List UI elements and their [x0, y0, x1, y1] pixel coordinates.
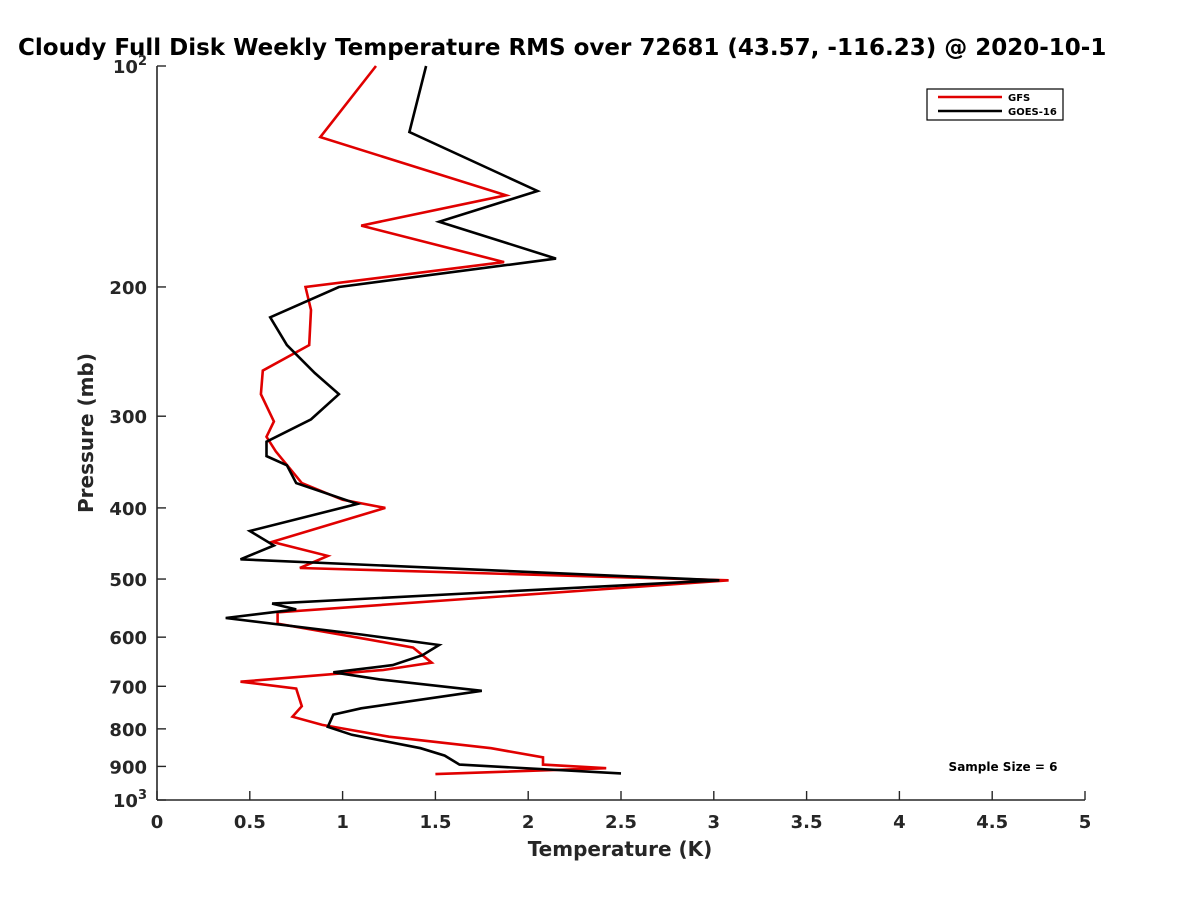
y-tick-label: 200: [109, 278, 147, 299]
chart-title: Cloudy Full Disk Weekly Temperature RMS …: [18, 35, 1106, 61]
y-axis-label: Pressure (mb): [74, 353, 98, 513]
x-tick-label: 3: [708, 812, 721, 833]
x-tick-label: 5: [1079, 812, 1092, 833]
legend-box: [926, 88, 1064, 121]
x-tick-label: 2: [522, 812, 535, 833]
x-tick-label: 3.5: [791, 812, 823, 833]
legend: GFS GOES-16: [926, 88, 1064, 121]
series-line-goes16: [225, 65, 720, 775]
y-tick-label: 600: [109, 628, 147, 649]
y-tick-label: 400: [109, 499, 147, 520]
x-tick-label: 4: [893, 812, 906, 833]
legend-label-gfs: GFS: [1008, 93, 1030, 104]
x-tick-label: 0: [151, 812, 164, 833]
x-tick-label: 0.5: [234, 812, 266, 833]
legend-label-goes16: GOES-16: [1008, 107, 1057, 118]
y-tick-label: 500: [109, 570, 147, 591]
y-tick-label: 800: [109, 720, 147, 741]
x-tick-label: 4.5: [976, 812, 1008, 833]
y-tick-label: 103: [113, 788, 147, 812]
sample-size-annotation: Sample Size = 6: [949, 760, 1058, 774]
x-axis-label: Temperature (K): [528, 837, 713, 861]
y-tick-label: 102: [113, 54, 147, 78]
y-tick-label: 700: [109, 677, 147, 698]
axes: 0 0.5 1 1.5 2 2.5 3 3.5 4 4.5 5 200 300 400 500 600 700 8…: [109, 54, 1091, 833]
series-line-gfs: [240, 65, 729, 776]
y-tick-label: 300: [109, 407, 147, 428]
series-layer: [225, 65, 729, 776]
x-tick-label: 1.5: [419, 812, 451, 833]
x-tick-label: 1: [336, 812, 349, 833]
y-tick-label: 900: [109, 757, 147, 778]
x-tick-label: 2.5: [605, 812, 637, 833]
